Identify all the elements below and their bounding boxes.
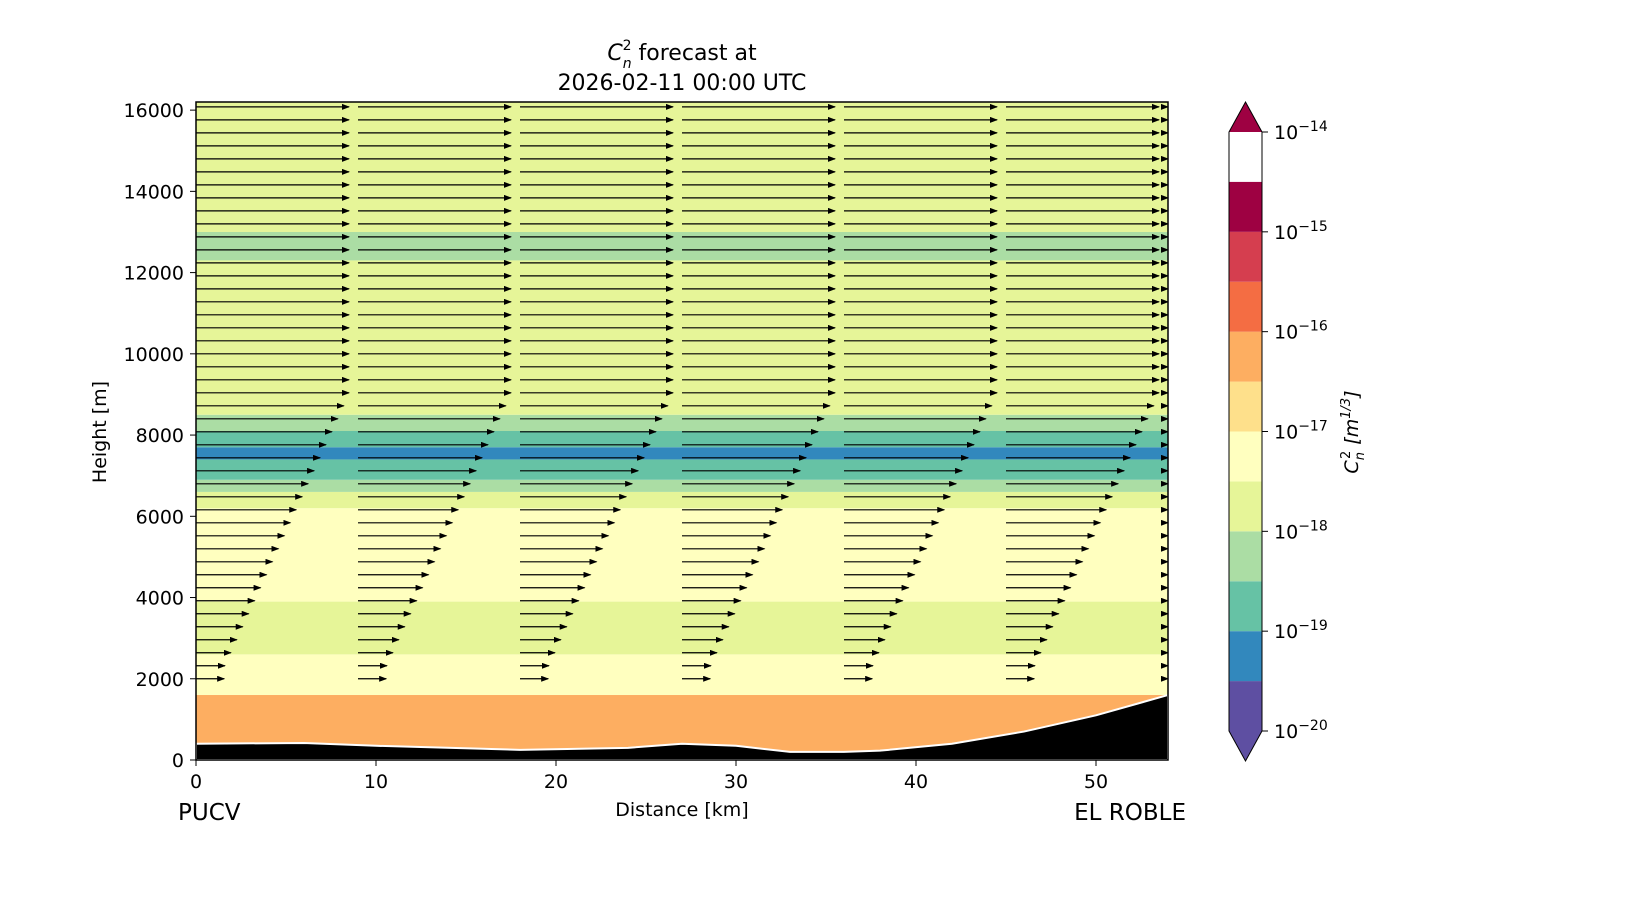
colorbar-segment	[1229, 631, 1262, 682]
chart-title-line1: Cn2 forecast at	[607, 38, 757, 72]
y-tick-label: 12000	[124, 263, 184, 285]
colorbar-tick-label: 10−16	[1274, 319, 1328, 344]
colorbar-segment	[1229, 681, 1262, 731]
y-tick-label: 10000	[124, 344, 184, 366]
colorbar	[1228, 100, 1263, 763]
colorbar-tick-label: 10−17	[1274, 419, 1328, 444]
x-tick-label: 0	[190, 771, 202, 793]
colorbar-tick-label: 10−20	[1274, 718, 1328, 743]
x-tick-label: 50	[1084, 771, 1108, 793]
cn2-layer-8	[196, 431, 1168, 448]
y-tick-label: 8000	[136, 425, 184, 447]
start-location-label: PUCV	[178, 800, 241, 826]
plot-area	[196, 102, 1168, 760]
chart-title-line2: 2026-02-11 00:00 UTC	[558, 71, 807, 96]
colorbar-tick-label: 10−14	[1274, 119, 1328, 144]
cn2-layer-1	[196, 654, 1168, 696]
colorbar-tick-label: 10−15	[1274, 219, 1328, 244]
y-tick-label: 2000	[136, 669, 184, 691]
y-tick-label: 14000	[124, 181, 184, 203]
colorbar-segment	[1229, 231, 1262, 282]
colorbar-segment	[1229, 531, 1262, 582]
cn2-layer-9	[196, 414, 1168, 431]
y-tick-label: 4000	[136, 588, 184, 610]
colorbar-segment	[1229, 381, 1262, 432]
colorbar-segment	[1229, 281, 1262, 332]
y-axis-label: Height [m]	[89, 381, 111, 483]
cn2-layer-11	[196, 231, 1168, 261]
cn2-layer-7	[196, 447, 1168, 460]
colorbar-over-extension	[1229, 102, 1262, 132]
y-tick-label: 0	[172, 750, 184, 772]
colorbar-segment	[1229, 331, 1262, 382]
cn2-layer-3	[196, 508, 1168, 602]
cn2-layer-5	[196, 479, 1168, 492]
colorbar-tick-label: 10−18	[1274, 518, 1328, 543]
terrain-profile	[196, 693, 1168, 760]
cn2-layer-12	[196, 102, 1168, 232]
colorbar-label: Cn2 [m1/3]	[1339, 390, 1368, 473]
y-tick-label: 16000	[124, 100, 184, 122]
plot-frame	[195, 101, 1169, 761]
colorbar-segment	[1229, 581, 1262, 632]
cn2-layer-2	[196, 601, 1168, 655]
colorbar-segment	[1229, 481, 1262, 532]
colorbar-under-extension	[1229, 731, 1262, 761]
cn2-layer-6	[196, 459, 1168, 480]
x-tick-label: 40	[904, 771, 928, 793]
colorbar-tick-label: 10−19	[1274, 618, 1328, 643]
x-tick-label: 20	[544, 771, 568, 793]
x-tick-label: 10	[364, 771, 388, 793]
colorbar-segment	[1229, 431, 1262, 482]
end-location-label: EL ROBLE	[1074, 800, 1186, 826]
cn2-layer-10	[196, 260, 1168, 415]
cn2-layer-4	[196, 491, 1168, 509]
x-axis-label: Distance [km]	[615, 799, 748, 821]
colorbar-segment	[1229, 181, 1262, 232]
y-tick-label: 6000	[136, 506, 184, 528]
x-tick-label: 30	[724, 771, 748, 793]
